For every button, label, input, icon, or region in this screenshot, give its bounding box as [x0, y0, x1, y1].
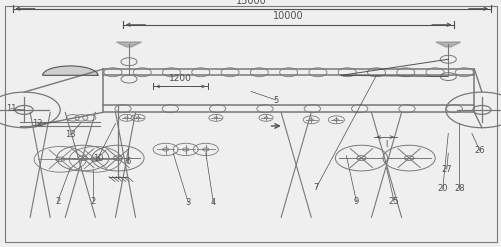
Text: 11: 11	[6, 104, 16, 113]
Text: 4: 4	[210, 198, 215, 207]
Text: 7: 7	[313, 183, 318, 192]
Text: 10000: 10000	[273, 11, 304, 21]
Polygon shape	[435, 42, 460, 47]
Text: 2: 2	[90, 197, 95, 206]
Polygon shape	[116, 42, 141, 47]
Text: l: l	[385, 140, 387, 149]
Text: 9: 9	[353, 197, 358, 206]
Text: 10: 10	[93, 154, 103, 163]
Text: 27: 27	[440, 165, 451, 174]
Text: 1200: 1200	[169, 75, 192, 83]
Text: 13: 13	[65, 130, 76, 139]
Text: 6: 6	[125, 157, 130, 166]
Polygon shape	[43, 66, 98, 75]
Text: 3: 3	[185, 198, 190, 207]
Text: 26: 26	[473, 146, 484, 155]
Text: 25: 25	[388, 197, 398, 206]
Text: 12: 12	[33, 119, 43, 128]
Text: 5: 5	[273, 96, 278, 104]
Text: 28: 28	[453, 185, 464, 193]
Text: 15000: 15000	[236, 0, 267, 6]
Text: 20: 20	[437, 185, 447, 193]
Text: 2: 2	[55, 197, 60, 206]
